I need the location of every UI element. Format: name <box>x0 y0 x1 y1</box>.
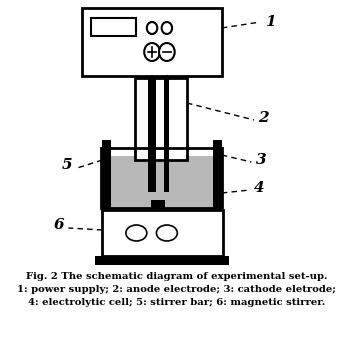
Text: 3: 3 <box>256 153 267 167</box>
Bar <box>103 156 220 208</box>
Text: 2: 2 <box>258 111 269 125</box>
Bar <box>102 210 223 256</box>
Bar <box>91 18 136 36</box>
Bar <box>148 78 156 192</box>
Bar <box>213 140 222 208</box>
Text: Fig. 2 The schematic diagram of experimental set-up.: Fig. 2 The schematic diagram of experime… <box>26 272 327 281</box>
Text: 4: electrolytic cell; 5: stirrer bar; 6: magnetic stirrer.: 4: electrolytic cell; 5: stirrer bar; 6:… <box>28 298 325 307</box>
Bar <box>82 8 222 76</box>
Bar <box>134 78 187 160</box>
Circle shape <box>162 22 172 34</box>
Bar <box>102 148 222 208</box>
Ellipse shape <box>126 225 147 241</box>
Circle shape <box>159 43 175 61</box>
Text: 5: 5 <box>62 158 73 172</box>
Circle shape <box>147 22 157 34</box>
Text: 6: 6 <box>53 218 64 232</box>
Bar <box>151 200 165 208</box>
Text: 4: 4 <box>254 181 265 195</box>
Ellipse shape <box>156 225 177 241</box>
Bar <box>95 256 229 265</box>
Text: 1: power supply; 2: anode electrode; 3: cathode eletrode;: 1: power supply; 2: anode electrode; 3: … <box>17 285 336 294</box>
Text: 1: 1 <box>265 15 276 29</box>
Circle shape <box>144 43 160 61</box>
Bar <box>102 140 111 208</box>
Bar <box>164 78 169 192</box>
